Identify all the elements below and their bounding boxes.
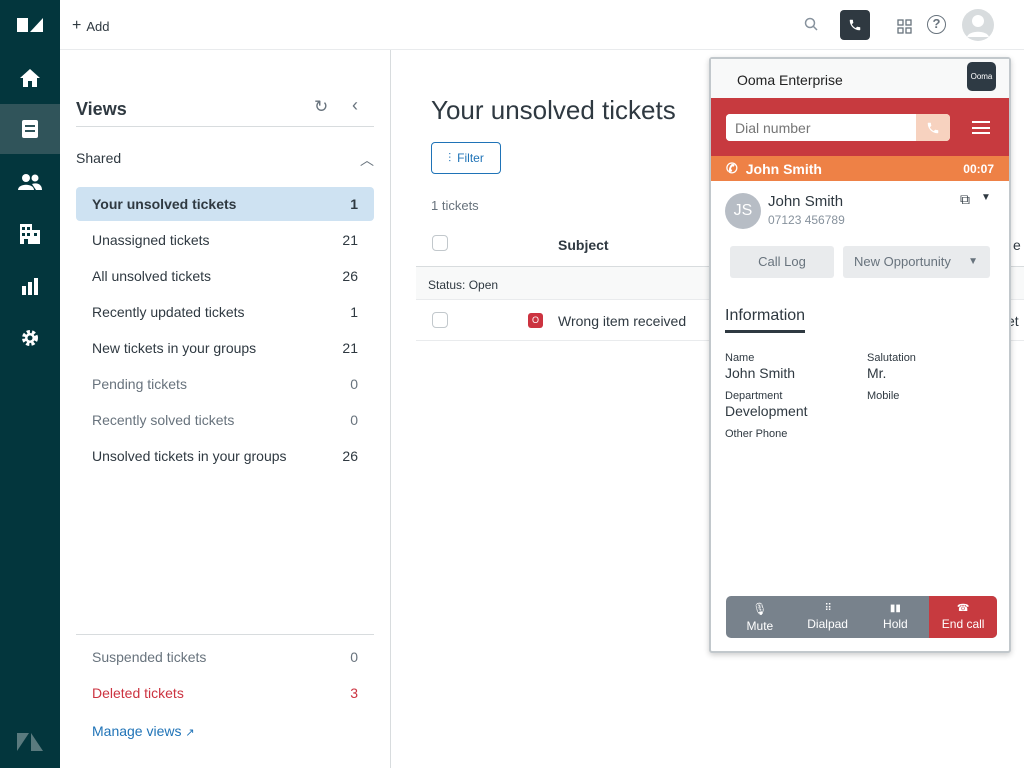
ticket-subject[interactable]: Wrong item received (558, 313, 687, 329)
dialpad-icon: ⠿ (824, 603, 831, 614)
phone-button[interactable] (840, 10, 870, 40)
view-item[interactable]: All unsolved tickets 26 (92, 268, 358, 284)
field-label: Name (725, 352, 755, 364)
new-opportunity-dropdown[interactable]: New Opportunity ▼ (843, 246, 990, 278)
customers-icon (18, 174, 42, 190)
view-item[interactable]: Recently updated tickets 1 (92, 304, 358, 320)
chevron-up-icon: ︿ (360, 152, 374, 168)
avatar[interactable] (962, 9, 994, 41)
bar-chart-icon (22, 278, 38, 295)
ticket-count: 1 tickets (431, 198, 479, 213)
pause-icon: ▮▮ (889, 603, 901, 614)
views-title: Views (76, 99, 127, 119)
nav-customers[interactable] (0, 157, 60, 207)
call-controls: 🎙 Mute ⠿ Dialpad ▮▮ Hold ☎ End call (726, 596, 997, 638)
row-partial: et (1007, 313, 1019, 329)
call-log-button[interactable]: Call Log (730, 246, 834, 278)
field-label: Mobile (867, 390, 900, 402)
chevron-down-icon: ▼ (968, 256, 978, 267)
plus-icon: + (72, 17, 82, 34)
gear-icon (22, 330, 38, 346)
menu-icon[interactable] (972, 121, 990, 134)
field-label: Salutation (867, 352, 916, 364)
views-panel: Views ↻ ‹ Shared ︿ Your unsolved tickets 1… (60, 50, 391, 768)
select-all-checkbox[interactable] (432, 235, 448, 251)
divider (76, 126, 374, 127)
building-icon (20, 224, 40, 244)
field-value: Development (725, 403, 808, 419)
nav-reporting[interactable] (0, 261, 60, 311)
top-bar: + Add ? (60, 0, 1024, 50)
nav-home[interactable] (0, 53, 60, 103)
add-button[interactable]: + Add (72, 17, 110, 34)
home-icon (20, 69, 40, 87)
view-item[interactable]: Unsolved tickets in your groups 26 (92, 448, 358, 464)
left-nav (0, 0, 60, 768)
manage-views-link[interactable]: Manage views ↗ (92, 723, 195, 739)
dial-input-wrap (726, 114, 950, 141)
refresh-icon[interactable]: ↻ (314, 97, 329, 116)
dial-number-input[interactable] (726, 114, 916, 141)
tab-information[interactable]: Information (725, 307, 806, 333)
tickets-icon (22, 120, 38, 138)
filter-button[interactable]: ⫶ Filter (431, 142, 501, 174)
nav-admin[interactable] (0, 313, 60, 363)
page-title: Your unsolved tickets (431, 95, 676, 125)
active-call-bar: ✆ John Smith 00:07 (711, 156, 1009, 181)
view-item[interactable]: Your unsolved tickets 1 (76, 187, 374, 221)
shared-section-toggle[interactable]: Shared ︿ (76, 150, 374, 168)
divider (76, 634, 374, 635)
call-ringing-icon: ✆ (726, 160, 738, 176)
dial-call-button[interactable] (916, 114, 950, 141)
contact-name: John Smith (768, 193, 844, 210)
filter-icon: ⫶ (448, 150, 452, 165)
column-subject[interactable]: Subject (558, 237, 609, 253)
view-suspended-tickets[interactable]: Suspended tickets 0 (92, 649, 358, 665)
apps-icon[interactable] (897, 19, 912, 39)
view-item[interactable]: Pending tickets 0 (92, 376, 358, 392)
contact-dropdown-icon[interactable]: ▼ (981, 192, 991, 203)
view-item[interactable]: New tickets in your groups 21 (92, 340, 358, 356)
hold-button[interactable]: ▮▮ Hold (883, 603, 908, 631)
collapse-icon[interactable]: ‹ (352, 95, 358, 115)
nav-tickets[interactable] (0, 104, 60, 154)
panel-title: Ooma Enterprise (737, 72, 843, 88)
dialpad-button[interactable]: ⠿ Dialpad (807, 603, 848, 631)
hang-up-icon: ☎ (956, 603, 970, 614)
zendesk-logo-icon[interactable] (17, 14, 43, 36)
row-checkbox[interactable] (432, 312, 448, 328)
phone-icon (849, 19, 861, 31)
help-icon[interactable]: ? (927, 15, 946, 34)
view-deleted-tickets[interactable]: Deleted tickets 3 (92, 685, 358, 701)
contact-avatar: JS (725, 193, 761, 229)
field-value: John Smith (725, 365, 796, 381)
open-external-icon[interactable]: ⧉ (960, 191, 970, 207)
view-item[interactable]: Recently solved tickets 0 (92, 412, 358, 428)
mic-off-icon: 🎙 (752, 601, 768, 616)
field-label: Department (725, 390, 783, 402)
phone-icon (927, 122, 939, 133)
search-icon[interactable] (804, 17, 818, 36)
column-partial[interactable]: e (1013, 237, 1021, 253)
zendesk-product-icon[interactable] (17, 731, 43, 758)
view-item[interactable]: Unassigned tickets 21 (92, 232, 358, 248)
external-link-icon: ↗ (185, 727, 195, 739)
field-label: Other Phone (725, 428, 788, 440)
field-value: Mr. (867, 365, 887, 381)
contact-phone: 07123 456789 (768, 213, 845, 227)
nav-organizations[interactable] (0, 209, 60, 259)
mute-button[interactable]: 🎙 Mute (746, 601, 774, 633)
end-call-button[interactable]: ☎ End call (929, 596, 997, 638)
ooma-logo: Ooma (967, 62, 996, 91)
status-badge: O (528, 313, 543, 328)
